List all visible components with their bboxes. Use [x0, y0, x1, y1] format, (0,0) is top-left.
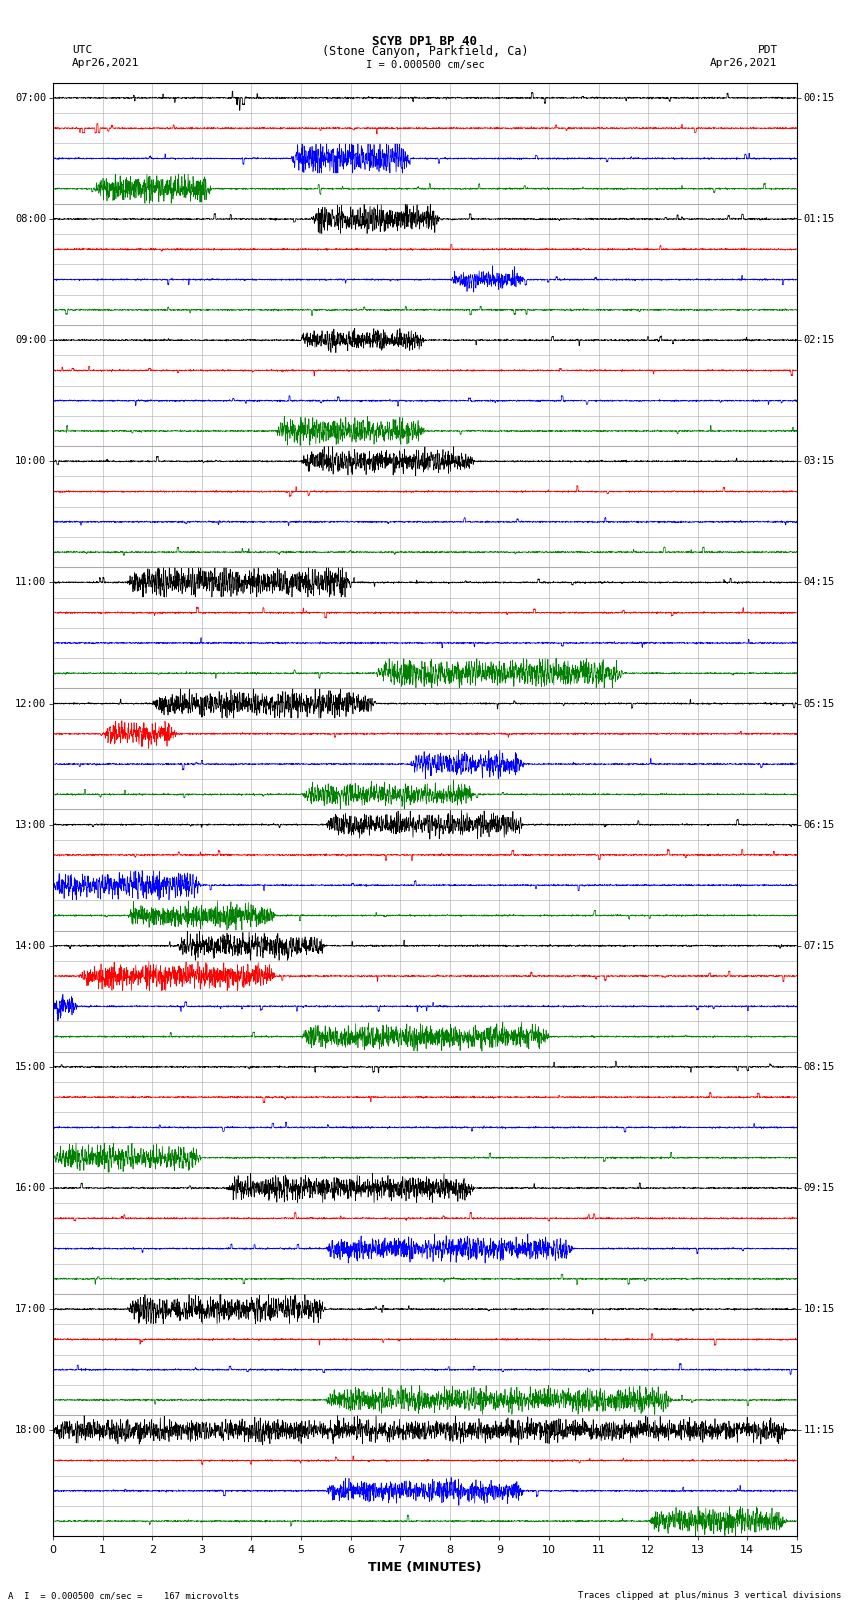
Text: I = 0.000500 cm/sec: I = 0.000500 cm/sec: [366, 60, 484, 69]
X-axis label: TIME (MINUTES): TIME (MINUTES): [368, 1561, 482, 1574]
Text: Apr26,2021: Apr26,2021: [72, 58, 139, 68]
Text: Traces clipped at plus/minus 3 vertical divisions: Traces clipped at plus/minus 3 vertical …: [578, 1590, 842, 1600]
Text: Apr26,2021: Apr26,2021: [711, 58, 778, 68]
Text: (Stone Canyon, Parkfield, Ca): (Stone Canyon, Parkfield, Ca): [321, 45, 529, 58]
Text: UTC: UTC: [72, 45, 93, 55]
Text: A  I  = 0.000500 cm/sec =    167 microvolts: A I = 0.000500 cm/sec = 167 microvolts: [8, 1590, 240, 1600]
Text: SCYB DP1 BP 40: SCYB DP1 BP 40: [372, 35, 478, 48]
Text: PDT: PDT: [757, 45, 778, 55]
